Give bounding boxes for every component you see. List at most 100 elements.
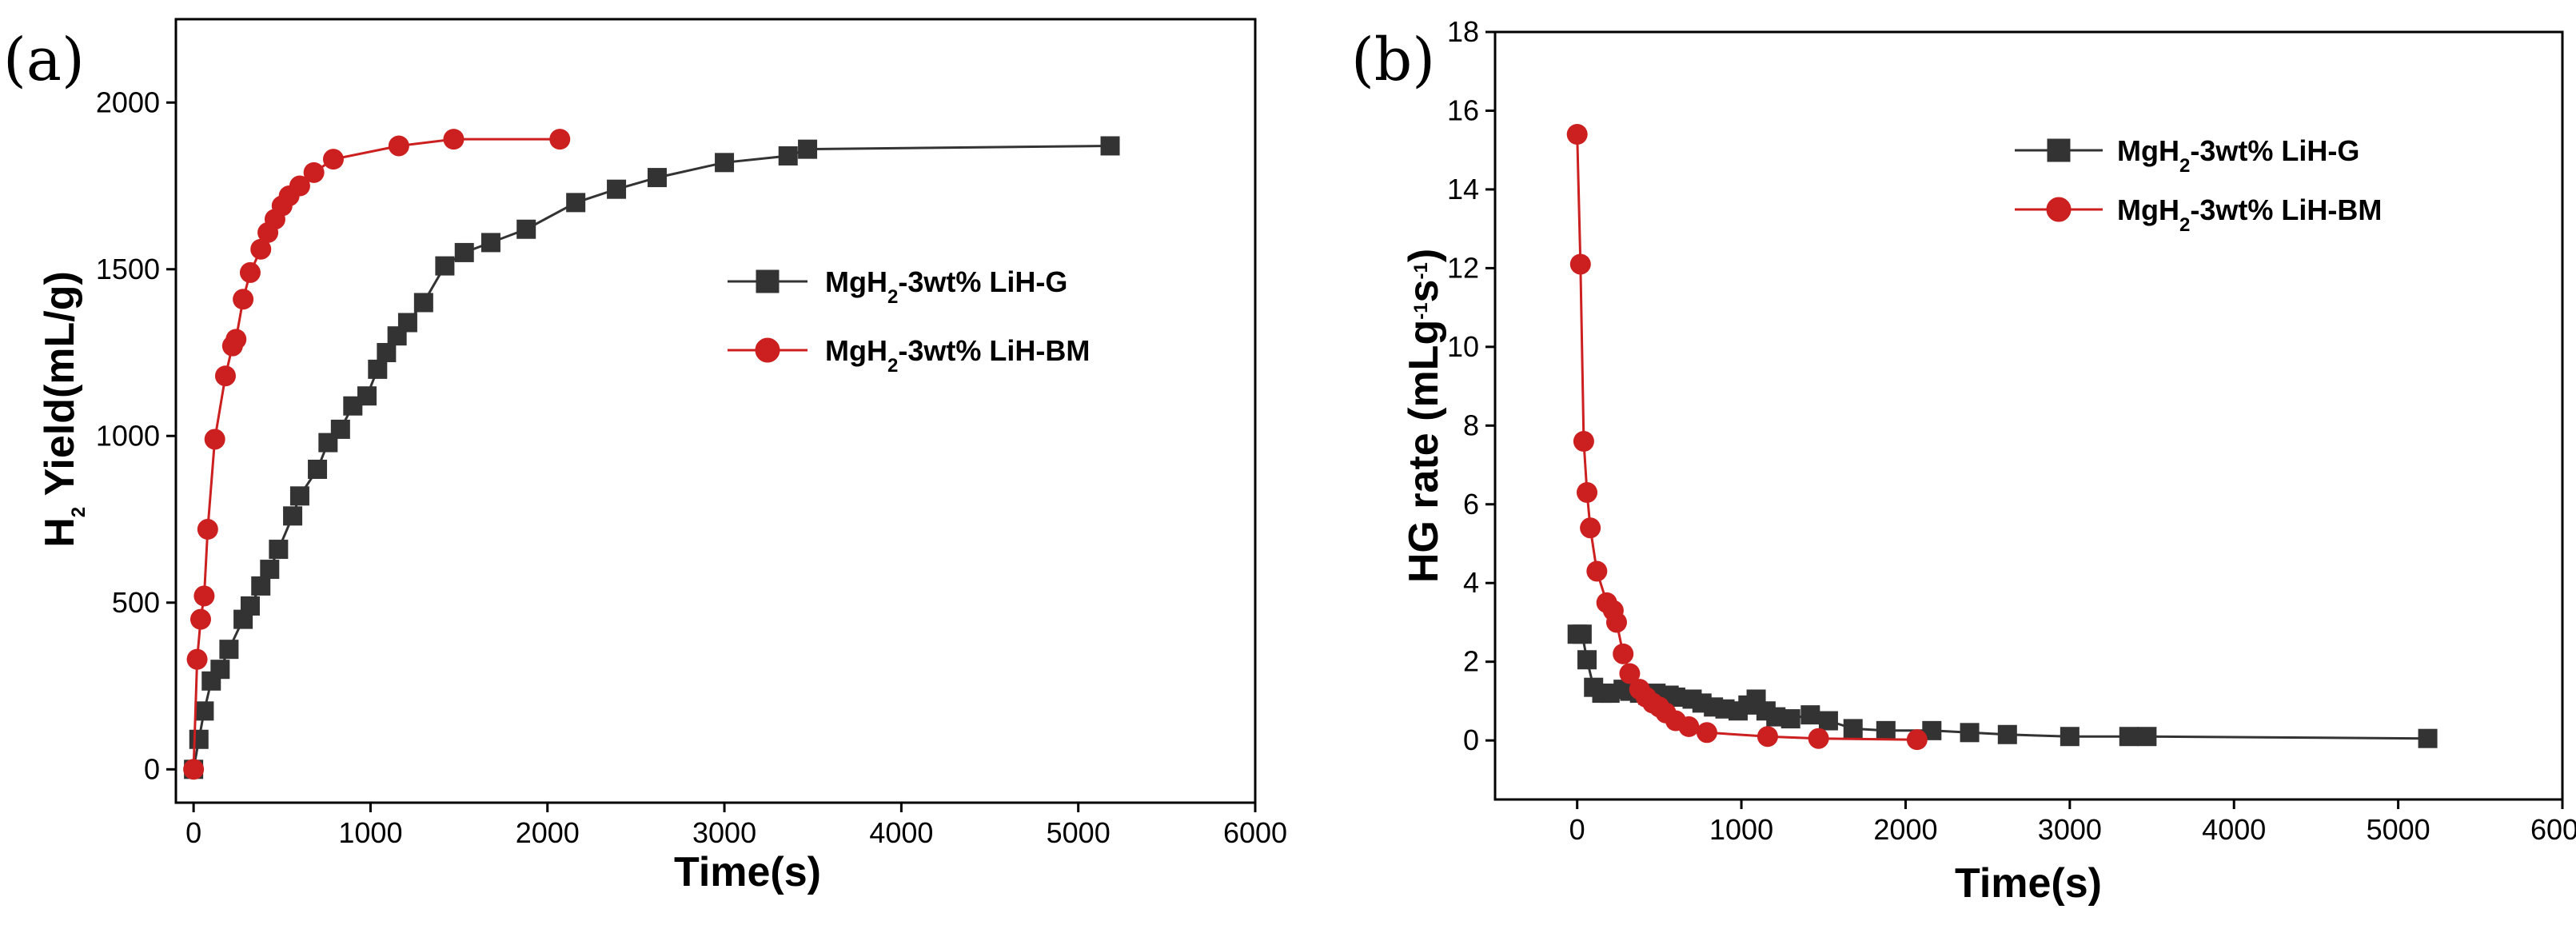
series-g-point	[1843, 719, 1863, 739]
panel-a-y-axis-title: H2 Yield(mL/g)	[37, 271, 90, 548]
series-g-point	[219, 640, 239, 660]
series-g-point	[1800, 705, 1820, 725]
series-g-point	[397, 313, 417, 333]
series-g-point	[715, 153, 735, 173]
y-tick-label: 6	[1463, 488, 1479, 520]
panel-b-legend: MgH2-3wt% LiH-G MgH2-3wt% LiH-BM	[2015, 134, 2382, 236]
series-g-line	[192, 145, 1111, 770]
series-g-point	[2137, 727, 2157, 747]
x-tick-label: 4000	[2202, 813, 2266, 846]
y-tick-label: 8	[1463, 409, 1479, 441]
y-tick-label: 18	[1447, 15, 1479, 48]
y-tick-label: 16	[1447, 94, 1479, 126]
series-g-point	[1100, 136, 1120, 156]
series-bm-point	[1808, 728, 1829, 749]
x-tick-label: 5000	[2367, 813, 2430, 846]
series-g-point	[210, 660, 230, 680]
panel-a-x-axis-title: Time(s)	[674, 849, 821, 895]
legend-g-label: MgH2-3wt% LiH-G	[825, 265, 1067, 308]
series-bm-point	[1569, 253, 1591, 275]
series-bm-point	[197, 519, 218, 540]
series-bm-point	[214, 365, 236, 387]
y-tick-label: 2	[1463, 645, 1479, 678]
series-bm-point	[549, 129, 571, 150]
series-g-point	[283, 506, 303, 526]
legend-g-label: MgH2-3wt% LiH-G	[2117, 134, 2359, 177]
series-bm-point	[1613, 643, 1634, 664]
series-g-point	[2060, 727, 2080, 747]
series-g-point	[308, 459, 328, 479]
x-tick-label: 1000	[1709, 813, 1773, 846]
series-bm-point	[186, 648, 208, 670]
series-g-point	[251, 576, 271, 596]
legend-bm-marker	[755, 337, 780, 363]
series-bm-point	[189, 608, 211, 630]
series-bm-point	[443, 129, 465, 150]
panel-b-series	[1566, 124, 2438, 751]
series-g-point	[778, 146, 798, 165]
series-bm-point	[225, 329, 247, 350]
y-tick-label: 0	[144, 752, 160, 785]
series-bm-point	[239, 261, 261, 283]
series-g-point	[377, 343, 397, 363]
x-tick-label: 0	[1569, 813, 1585, 846]
x-tick-label: 0	[185, 816, 201, 849]
series-g-point	[413, 293, 433, 313]
y-tick-label: 2000	[96, 86, 160, 118]
series-g-point	[454, 242, 474, 262]
series-g-point	[516, 219, 536, 239]
series-g-point	[260, 560, 280, 580]
panel-a-series	[183, 129, 1120, 780]
series-g-point	[357, 386, 377, 406]
series-bm-point	[1757, 726, 1778, 748]
series-bm-point	[1906, 729, 1928, 751]
series-bm-point	[322, 149, 344, 170]
x-tick-label: 1000	[338, 816, 402, 849]
series-bm-point	[204, 429, 225, 450]
x-tick-label: 2000	[1873, 813, 1937, 846]
x-tick-label: 4000	[869, 816, 933, 849]
series-bm-point	[233, 289, 254, 310]
series-g-point	[2119, 727, 2139, 747]
x-tick-label: 3000	[692, 816, 756, 849]
series-g-point	[2418, 728, 2438, 748]
panel-b-label: (b)	[1351, 26, 1435, 94]
series-g-point	[481, 233, 500, 253]
series-g-point	[1818, 711, 1838, 731]
series-g-point	[189, 729, 209, 749]
legend-g-marker	[2047, 138, 2071, 162]
legend-g-marker	[756, 269, 780, 293]
y-tick-label: 14	[1447, 173, 1479, 205]
series-bm-point	[1580, 517, 1601, 539]
series-g-point	[1960, 723, 1980, 743]
x-tick-label: 6000	[2530, 813, 2576, 846]
y-tick-label: 500	[112, 586, 160, 619]
series-g-point	[330, 419, 350, 439]
series-g-point	[1780, 709, 1800, 729]
series-g-point	[1572, 624, 1592, 644]
series-bm-point	[250, 238, 272, 260]
panel-a: (a) 0 1000 2000 3000 4000 5000 6000 0 500 1000 150…	[3, 18, 1287, 895]
series-g-point	[194, 701, 214, 721]
series-bm-point	[183, 759, 205, 780]
panel-a-plot-frame	[174, 18, 1257, 804]
x-tick-label: 2000	[516, 816, 580, 849]
panel-a-label: (a)	[3, 26, 85, 94]
series-g-point	[1577, 650, 1597, 670]
series-bm-point	[1678, 716, 1700, 737]
legend-bm-label: MgH2-3wt% LiH-BM	[2117, 193, 2382, 236]
panel-b-plot-frame	[1493, 30, 2564, 801]
series-g-point	[798, 139, 818, 159]
series-g-point	[240, 596, 260, 616]
y-tick-label: 0	[1463, 724, 1479, 756]
series-bm-point	[1573, 431, 1594, 452]
y-tick-label: 12	[1447, 251, 1479, 284]
series-bm-point	[1696, 722, 1717, 744]
panel-b: (b) 0 1000 2000 3000 4000 5000 6000 0 2 4 6 8 10 12 14…	[1351, 15, 2576, 907]
series-g-point	[289, 486, 309, 506]
series-g-point	[647, 168, 667, 188]
series-bm-point	[1605, 612, 1627, 633]
series-g-point	[368, 359, 388, 379]
y-tick-label: 4	[1463, 566, 1479, 599]
